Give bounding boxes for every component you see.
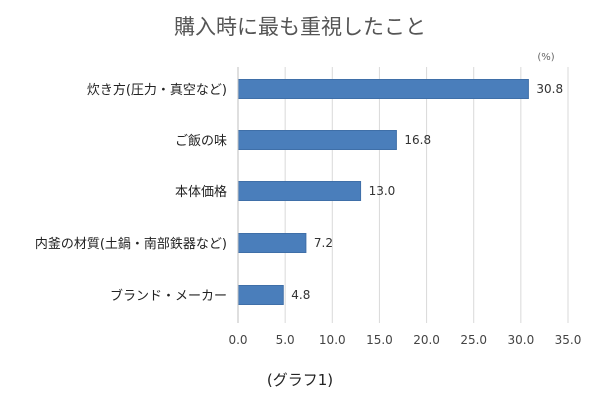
bar	[237, 233, 307, 253]
x-tick-label: 25.0	[460, 333, 487, 347]
x-tick-label: 10.0	[319, 333, 346, 347]
x-tick-label: 30.0	[507, 333, 534, 347]
category-label: ブランド・メーカー	[110, 288, 227, 304]
category-label: 本体価格	[175, 184, 227, 200]
bar	[237, 79, 529, 99]
x-tick-label: 20.0	[413, 333, 440, 347]
bar-value-label: 7.2	[314, 236, 333, 250]
bars	[237, 79, 529, 305]
bar-value-label: 16.8	[404, 133, 431, 147]
chart-title: 購入時に最も重視したこと	[174, 15, 426, 39]
category-label: ご飯の味	[175, 133, 227, 149]
x-tick-label: 35.0	[555, 333, 582, 347]
unit-label: (%)	[537, 52, 554, 63]
bar-value-label: 30.8	[536, 82, 563, 96]
bar-value-label: 13.0	[369, 184, 396, 198]
bar	[237, 130, 397, 150]
x-axis-tick-labels: 0.0 5.0 10.0 15.0 20.0 25.0 30.0 35.0	[228, 333, 581, 347]
x-tick-label: 0.0	[228, 333, 247, 347]
value-labels: 30.8 16.8 13.0 7.2 4.8	[291, 82, 563, 302]
category-label: 内釜の材質(土鍋・南部鉄器など)	[35, 236, 227, 252]
figure-caption: (グラフ1)	[267, 371, 333, 389]
x-tick-label: 5.0	[276, 333, 295, 347]
gridlines	[284, 67, 569, 323]
category-label: 炊き方(圧力・真空など)	[87, 82, 227, 98]
bar	[237, 181, 362, 201]
bar-value-label: 4.8	[291, 288, 310, 302]
x-tick-label: 15.0	[366, 333, 393, 347]
bar	[237, 285, 284, 305]
